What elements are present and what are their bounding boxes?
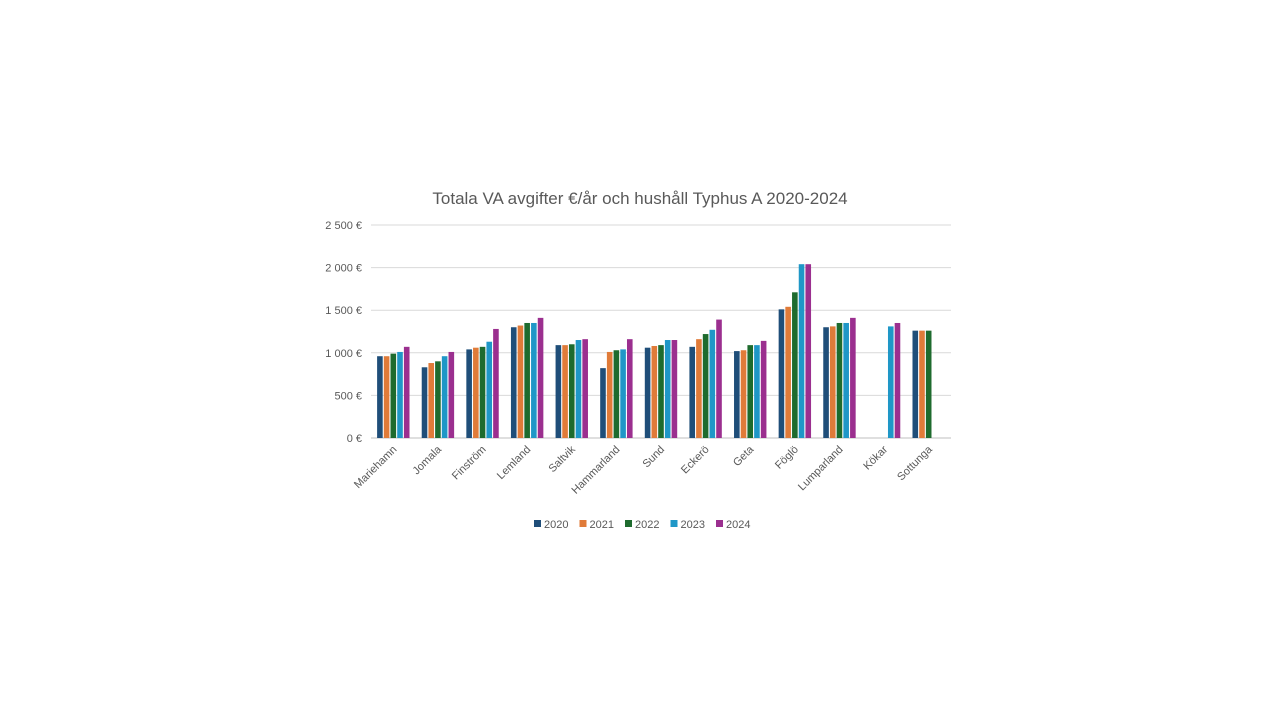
bar-2021-4 <box>517 325 524 438</box>
bar-2022-9 <box>747 345 754 438</box>
y-tick-label: 0 € <box>347 433 362 445</box>
bar-2020-5 <box>555 345 562 438</box>
x-category-label: Saltvik <box>546 443 578 475</box>
x-category-label: Sottunga <box>895 443 935 483</box>
bar-2024-10 <box>805 264 812 438</box>
bar-2022-4 <box>524 322 530 438</box>
x-category-label: Lumparland <box>796 444 846 494</box>
bar-2021-9 <box>740 350 747 438</box>
legend-label: 2020 <box>544 519 568 531</box>
bar-2024-8 <box>716 319 722 438</box>
bar-2020-1 <box>377 356 383 438</box>
x-category-label: Föglö <box>773 444 801 472</box>
x-category-label: Geta <box>731 443 757 469</box>
bar-2023-9 <box>754 345 760 438</box>
bar-2020-2 <box>421 367 428 438</box>
x-category-label: Finström <box>450 444 489 483</box>
bar-2020-13 <box>912 330 919 438</box>
legend-label: 2024 <box>726 519 750 531</box>
bar-2022-8 <box>702 334 709 438</box>
bar-2020-3 <box>466 349 472 438</box>
bar-2021-11 <box>829 326 836 438</box>
y-tick-label: 1 000 € <box>325 348 362 360</box>
bar-2021-6 <box>606 351 613 438</box>
bar-2024-6 <box>626 339 633 438</box>
bar-2022-6 <box>613 350 620 438</box>
bar-2021-10 <box>785 306 791 438</box>
bar-2021-1 <box>383 356 390 438</box>
legend-swatch <box>625 520 632 527</box>
x-category-label: Sund <box>640 444 667 471</box>
bar-2024-5 <box>582 339 588 438</box>
y-tick-label: 2 000 € <box>325 263 362 275</box>
bar-2024-9 <box>760 340 767 438</box>
y-tick-label: 1 500 € <box>325 305 362 317</box>
bar-2022-11 <box>836 322 843 438</box>
bar-2024-2 <box>448 351 455 438</box>
bar-2024-1 <box>403 346 410 438</box>
bar-2021-2 <box>428 363 435 438</box>
bar-2023-5 <box>575 340 582 438</box>
y-tick-label: 500 € <box>334 390 362 402</box>
bar-2022-2 <box>435 361 441 438</box>
bar-2023-7 <box>664 340 671 438</box>
bar-2022-3 <box>479 346 486 438</box>
legend: 2020 2021 2022 2023 2024 <box>534 519 750 531</box>
bar-2023-4 <box>531 322 537 438</box>
bar-2023-11 <box>843 322 849 438</box>
bar-2021-3 <box>473 347 479 438</box>
y-tick-label: 2 500 € <box>325 220 362 232</box>
bar-2020-4 <box>510 327 517 438</box>
bar-2024-12 <box>894 322 901 438</box>
legend-swatch <box>534 520 541 527</box>
bar-2024-11 <box>850 317 856 438</box>
bar-2023-6 <box>620 349 626 438</box>
x-category-label: Eckerö <box>679 444 712 477</box>
chart-title: Totala VA avgifter €/år och hushåll Typh… <box>432 189 847 208</box>
bar-2022-7 <box>658 345 664 438</box>
bar-2020-6 <box>600 368 606 438</box>
bar-2024-4 <box>537 317 544 438</box>
bar-2020-8 <box>689 346 696 438</box>
bar-2021-7 <box>651 345 658 438</box>
bar-2022-13 <box>925 330 932 438</box>
y-axis-tick-labels: 0 € 500 € 1 000 € 1 500 € 2 000 € 2 500 € <box>325 220 362 445</box>
x-category-label: Lemland <box>495 444 533 482</box>
bar-2022-5 <box>568 344 575 438</box>
bar-2023-2 <box>441 356 448 438</box>
x-category-label: Kökar <box>861 443 890 472</box>
bar-2020-10 <box>778 309 785 438</box>
bar-2021-5 <box>562 345 568 438</box>
bar-2023-1 <box>397 351 403 438</box>
bar-2020-9 <box>734 351 740 438</box>
bar-2022-1 <box>390 353 397 438</box>
bar-2023-3 <box>486 341 493 438</box>
bar-2021-8 <box>696 339 702 438</box>
bar-2020-11 <box>823 327 829 438</box>
legend-label: 2021 <box>590 519 614 531</box>
legend-swatch <box>670 520 678 527</box>
bar-2024-3 <box>493 328 499 438</box>
bar-2022-10 <box>792 292 798 438</box>
x-category-label: Hammarland <box>569 444 622 497</box>
x-axis-category-labels: Mariehamn Jomala Finström Lemland SaltvikHam… <box>352 443 935 497</box>
legend-label: 2023 <box>681 519 705 531</box>
bar-2023-12 <box>887 326 894 438</box>
x-category-label: Mariehamn <box>352 444 399 491</box>
bar-2023-10 <box>798 264 805 438</box>
legend-label: 2022 <box>635 519 659 531</box>
bar-2024-7 <box>671 340 678 438</box>
x-category-label: Jomala <box>410 443 444 477</box>
bar-2023-8 <box>709 329 716 438</box>
bar-2021-13 <box>919 330 925 438</box>
legend-swatch <box>579 520 587 527</box>
bar-2020-7 <box>644 347 651 438</box>
bars <box>377 264 932 438</box>
legend-swatch <box>716 520 723 527</box>
